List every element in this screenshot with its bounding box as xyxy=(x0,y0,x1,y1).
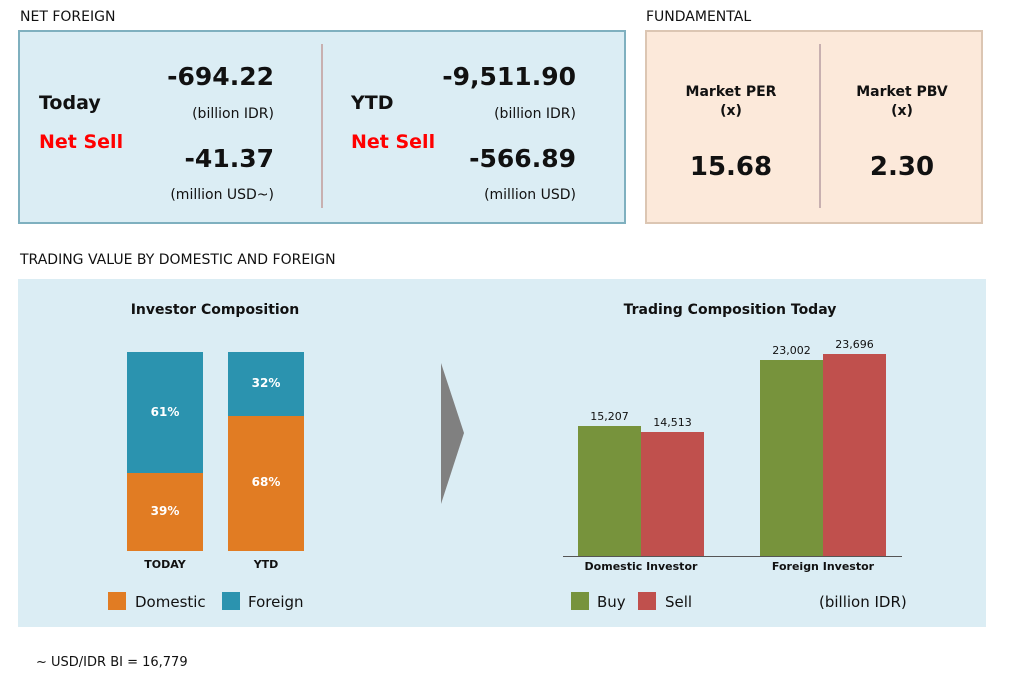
ytd-status: Net Sell xyxy=(351,131,436,153)
data-label: 32% xyxy=(251,375,281,390)
ytd-usd-unit: (million USD) xyxy=(484,187,576,203)
footnote: ~ USD/IDR BI = 16,779 xyxy=(36,655,188,670)
per-value: 15.68 xyxy=(689,152,773,182)
ytd-usd: -566.89 xyxy=(469,144,576,173)
data-label: 39% xyxy=(150,504,180,519)
bar-foreign xyxy=(127,352,203,474)
pbv-unit: (x) xyxy=(891,103,913,119)
arrow-icon xyxy=(441,363,464,504)
bar-buy xyxy=(760,359,823,556)
data-label: 61% xyxy=(150,404,180,419)
section-title: TRADING VALUE BY DOMESTIC AND FOREIGN xyxy=(20,252,336,268)
legend-buy: Buy xyxy=(597,593,626,611)
investor-chart-title: Investor Composition xyxy=(130,302,300,318)
legend-swatch-domestic xyxy=(108,592,126,610)
data-label: 68% xyxy=(251,475,281,490)
today-idr: -694.22 xyxy=(167,62,274,91)
pbv-value: 2.30 xyxy=(869,152,935,182)
bar-domestic xyxy=(127,473,203,551)
today-idr-unit: (billion IDR) xyxy=(192,106,274,122)
net-foreign-panel: Today Net Sell -694.22 (billion IDR) -41… xyxy=(18,30,626,224)
ytd-idr: -9,511.90 xyxy=(442,62,576,91)
ytd-label: YTD xyxy=(351,92,394,114)
bar-sell xyxy=(641,432,704,556)
divider xyxy=(819,44,821,208)
today-usd: -41.37 xyxy=(184,144,274,173)
today-status: Net Sell xyxy=(39,131,124,153)
legend-swatch-buy xyxy=(571,592,589,610)
x-tick-label: TODAY xyxy=(144,558,186,571)
legend-foreign: Foreign xyxy=(248,593,304,611)
bar-domestic xyxy=(228,415,304,551)
bar-foreign xyxy=(228,352,304,416)
x-tick-label: YTD xyxy=(253,558,279,571)
per-unit: (x) xyxy=(720,103,742,119)
pbv-label: Market PBV xyxy=(856,84,948,100)
bar-buy xyxy=(578,426,641,556)
today-label: Today xyxy=(39,92,101,114)
legend-sell: Sell xyxy=(665,593,693,611)
data-label: 23,002 xyxy=(772,343,811,357)
fundamental-title: FUNDAMENTAL xyxy=(646,9,752,25)
x-tick-label: Foreign Investor xyxy=(771,560,875,573)
x-axis xyxy=(563,556,902,557)
data-label: 14,513 xyxy=(653,416,692,430)
data-label: 15,207 xyxy=(590,410,629,424)
legend-swatch-sell xyxy=(638,592,656,610)
ytd-idr-unit: (billion IDR) xyxy=(494,106,576,122)
fundamental-panel: Market PER (x) 15.68 Market PBV (x) 2.30 xyxy=(645,30,983,224)
legend-domestic: Domestic xyxy=(135,593,206,611)
x-tick-label: Domestic Investor xyxy=(584,560,698,573)
net-foreign-title: NET FOREIGN xyxy=(20,9,116,25)
divider xyxy=(321,44,323,208)
unit-label: (billion IDR) xyxy=(819,593,907,611)
trading-chart-title: Trading Composition Today xyxy=(623,302,837,318)
bar-sell xyxy=(823,354,886,556)
legend-swatch-foreign xyxy=(222,592,240,610)
data-label: 23,696 xyxy=(835,338,874,351)
today-usd-unit: (million USD~) xyxy=(170,187,274,203)
per-label: Market PER xyxy=(685,84,777,100)
